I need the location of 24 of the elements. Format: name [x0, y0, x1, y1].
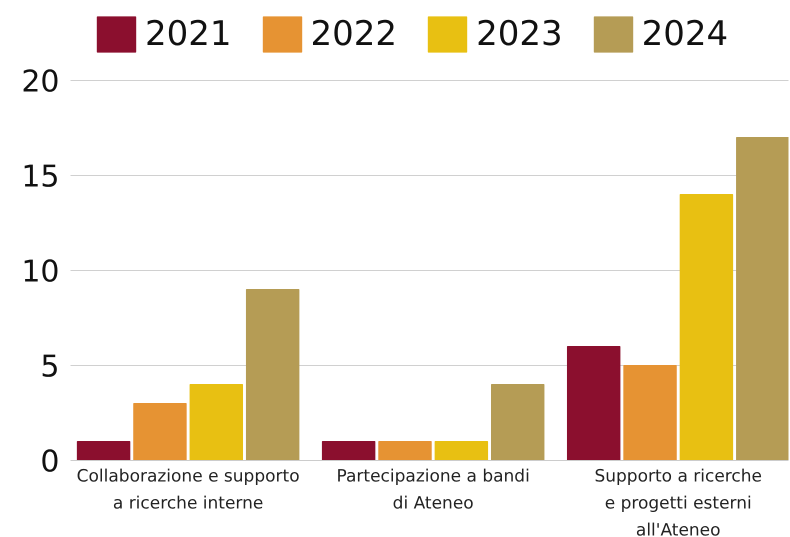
- x-tick-label: Collaborazione e supporto a ricerche interne: [76, 466, 300, 514]
- bar: [566, 346, 620, 461]
- bar: [623, 365, 677, 461]
- y-tick-label: 5: [40, 350, 60, 384]
- legend-label: 2024: [642, 14, 728, 54]
- bar: [680, 194, 734, 461]
- y-tick-label: 15: [21, 160, 60, 194]
- y-tick-label: 10: [21, 254, 60, 290]
- bar: [378, 441, 432, 461]
- legend-label: 2023: [476, 14, 563, 54]
- bar: [190, 384, 244, 461]
- x-tick-label: Partecipazione a bandi di Ateneo: [336, 466, 530, 514]
- bar: [434, 441, 488, 461]
- x-tick-label: Supporto a ricerche e progetti esterni all'Ateneo: [594, 466, 762, 537]
- legend-label: 2022: [310, 14, 398, 54]
- bar: [76, 441, 130, 461]
- bar: [736, 137, 788, 461]
- bar: [322, 441, 376, 461]
- bar: [246, 289, 300, 461]
- y-tick-label: 0: [40, 444, 60, 480]
- bar: [491, 384, 544, 461]
- legend-label: 2021: [145, 14, 232, 54]
- bar: [133, 403, 187, 461]
- y-tick-label: 20: [21, 64, 60, 100]
